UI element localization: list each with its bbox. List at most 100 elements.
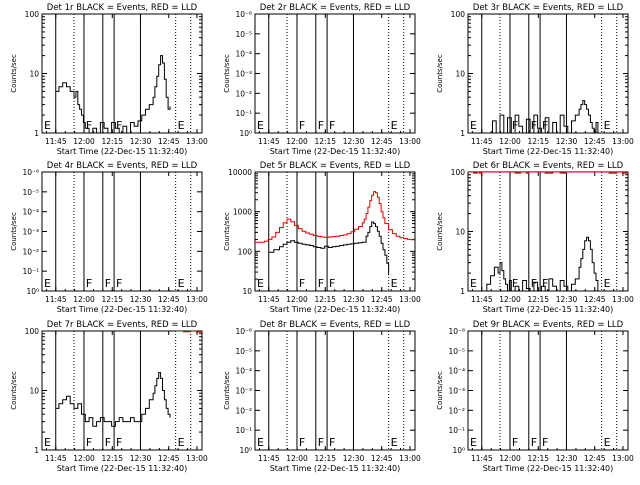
y-axis-label: Counts/sec (436, 371, 444, 410)
plot-frame (254, 330, 416, 451)
interval-marker-e: E (178, 436, 185, 449)
x-tick-label: 12:15 (527, 137, 549, 146)
y-axis-label: Counts/sec (223, 371, 231, 410)
x-tick-label: 11:45 (45, 137, 67, 146)
interval-marker-f: F (318, 277, 324, 290)
interval-marker-f: F (512, 119, 518, 132)
x-axis-label: Start Time (22-Dec-15 11:32:40) (57, 147, 188, 156)
y-tick-label: 10⁻¹ (448, 426, 465, 435)
x-tick-label: 12:00 (73, 137, 95, 146)
y-tick-label: 1 (460, 287, 465, 296)
interval-marker-f: F (542, 277, 548, 290)
lld-series-line (175, 331, 202, 333)
x-tick-label: 12:45 (584, 454, 606, 463)
x-tick-label: 11:45 (471, 137, 493, 146)
y-tick-label: 10⁰ (239, 129, 252, 138)
x-tick-label: 12:30 (343, 454, 365, 463)
y-tick-label: 100 (25, 10, 40, 19)
x-tick-label: 12:15 (527, 295, 549, 304)
y-tick-label: 10⁻⁶ (235, 327, 252, 336)
x-tick-label: 12:00 (286, 295, 308, 304)
panel-det-4r: Det 4r BLACK = Events, RED = LLD Start Ti… (10, 161, 208, 314)
y-tick-label: 10⁻⁵ (235, 347, 252, 356)
interval-marker-f: F (531, 436, 537, 449)
interval-marker-f: F (116, 277, 122, 290)
interval-marker-e: E (257, 119, 264, 132)
panel-det-2r: Det 2r BLACK = Events, RED = LLD Start Ti… (223, 3, 421, 156)
y-tick-label: 10⁻² (235, 89, 252, 98)
y-tick-label: 10⁻¹ (235, 426, 252, 435)
y-tick-label: 10⁻⁶ (235, 10, 252, 19)
panel-title: Det 6r BLACK = Events, RED = LLD (473, 161, 624, 171)
panel-det-5r: Det 5r BLACK = Events, RED = LLD Start Ti… (223, 161, 421, 314)
x-tick-label: 13:00 (399, 295, 421, 304)
x-tick-label: 12:45 (158, 295, 180, 304)
y-axis-label: Counts/sec (223, 54, 231, 93)
y-axis-label: Counts/sec (436, 54, 444, 93)
x-axis-label: Start Time (22-Dec-15 11:32:40) (483, 305, 614, 314)
y-tick-label: 10⁻⁴ (235, 50, 252, 59)
x-tick-label: 13:00 (399, 137, 421, 146)
y-tick-label: 10⁰ (452, 446, 465, 455)
x-tick-label: 12:30 (130, 137, 152, 146)
x-axis-label: Start Time (22-Dec-15 11:32:40) (483, 464, 614, 473)
x-tick-label: 13:00 (186, 137, 208, 146)
x-tick-label: 12:45 (158, 454, 180, 463)
y-tick-label: 10⁻¹ (22, 267, 39, 276)
plot-frame (41, 330, 203, 451)
interval-marker-f: F (299, 277, 305, 290)
panel-title: Det 4r BLACK = Events, RED = LLD (47, 161, 198, 171)
x-tick-label: 11:45 (45, 295, 67, 304)
x-tick-label: 12:15 (314, 454, 336, 463)
x-tick-label: 12:15 (101, 454, 123, 463)
x-tick-label: 12:30 (130, 454, 152, 463)
x-tick-label: 12:00 (286, 454, 308, 463)
x-tick-label: 12:15 (101, 137, 123, 146)
interval-marker-f: F (105, 277, 111, 290)
interval-marker-f: F (116, 119, 122, 132)
x-tick-label: 12:30 (556, 454, 578, 463)
x-tick-label: 13:00 (612, 295, 634, 304)
x-tick-label: 12:00 (286, 137, 308, 146)
interval-marker-f: F (116, 436, 122, 449)
x-tick-label: 11:45 (471, 454, 493, 463)
interval-marker-f: F (105, 436, 111, 449)
plot-frame (41, 13, 203, 134)
lld-series-line (255, 191, 415, 243)
y-tick-label: 100 (451, 168, 466, 177)
events-series-line (481, 100, 599, 133)
x-tick-label: 12:30 (343, 137, 365, 146)
y-tick-label: 10⁻² (22, 247, 39, 256)
x-tick-label: 12:45 (584, 295, 606, 304)
y-tick-label: 10⁻⁵ (235, 30, 252, 39)
y-tick-label: 10⁻⁴ (22, 208, 39, 217)
x-tick-label: 12:15 (527, 454, 549, 463)
panel-title: Det 1r BLACK = Events, RED = LLD (47, 3, 198, 13)
interval-marker-e: E (44, 277, 51, 290)
interval-marker-e: E (391, 119, 398, 132)
interval-marker-f: F (329, 119, 335, 132)
y-tick-label: 10⁻³ (22, 228, 39, 237)
x-tick-label: 12:00 (73, 295, 95, 304)
x-tick-label: 12:15 (314, 295, 336, 304)
y-tick-label: 10000 (228, 168, 252, 177)
y-tick-label: 1 (460, 129, 465, 138)
interval-marker-e: E (44, 119, 51, 132)
events-series-line (55, 372, 171, 427)
panel-title: Det 7r BLACK = Events, RED = LLD (47, 320, 198, 330)
plot-frame (467, 330, 629, 451)
y-tick-label: 1 (34, 446, 39, 455)
x-tick-label: 12:00 (73, 454, 95, 463)
plot-frame (467, 13, 629, 134)
y-tick-label: 10⁻⁵ (448, 347, 465, 356)
x-tick-label: 12:00 (499, 454, 521, 463)
y-tick-label: 10⁻⁴ (235, 367, 252, 376)
x-tick-label: 11:45 (258, 137, 280, 146)
plot-frame (41, 171, 203, 292)
interval-marker-f: F (531, 277, 537, 290)
x-tick-label: 12:45 (584, 137, 606, 146)
interval-marker-f: F (299, 436, 305, 449)
x-tick-label: 12:45 (371, 295, 393, 304)
interval-marker-f: F (86, 277, 92, 290)
